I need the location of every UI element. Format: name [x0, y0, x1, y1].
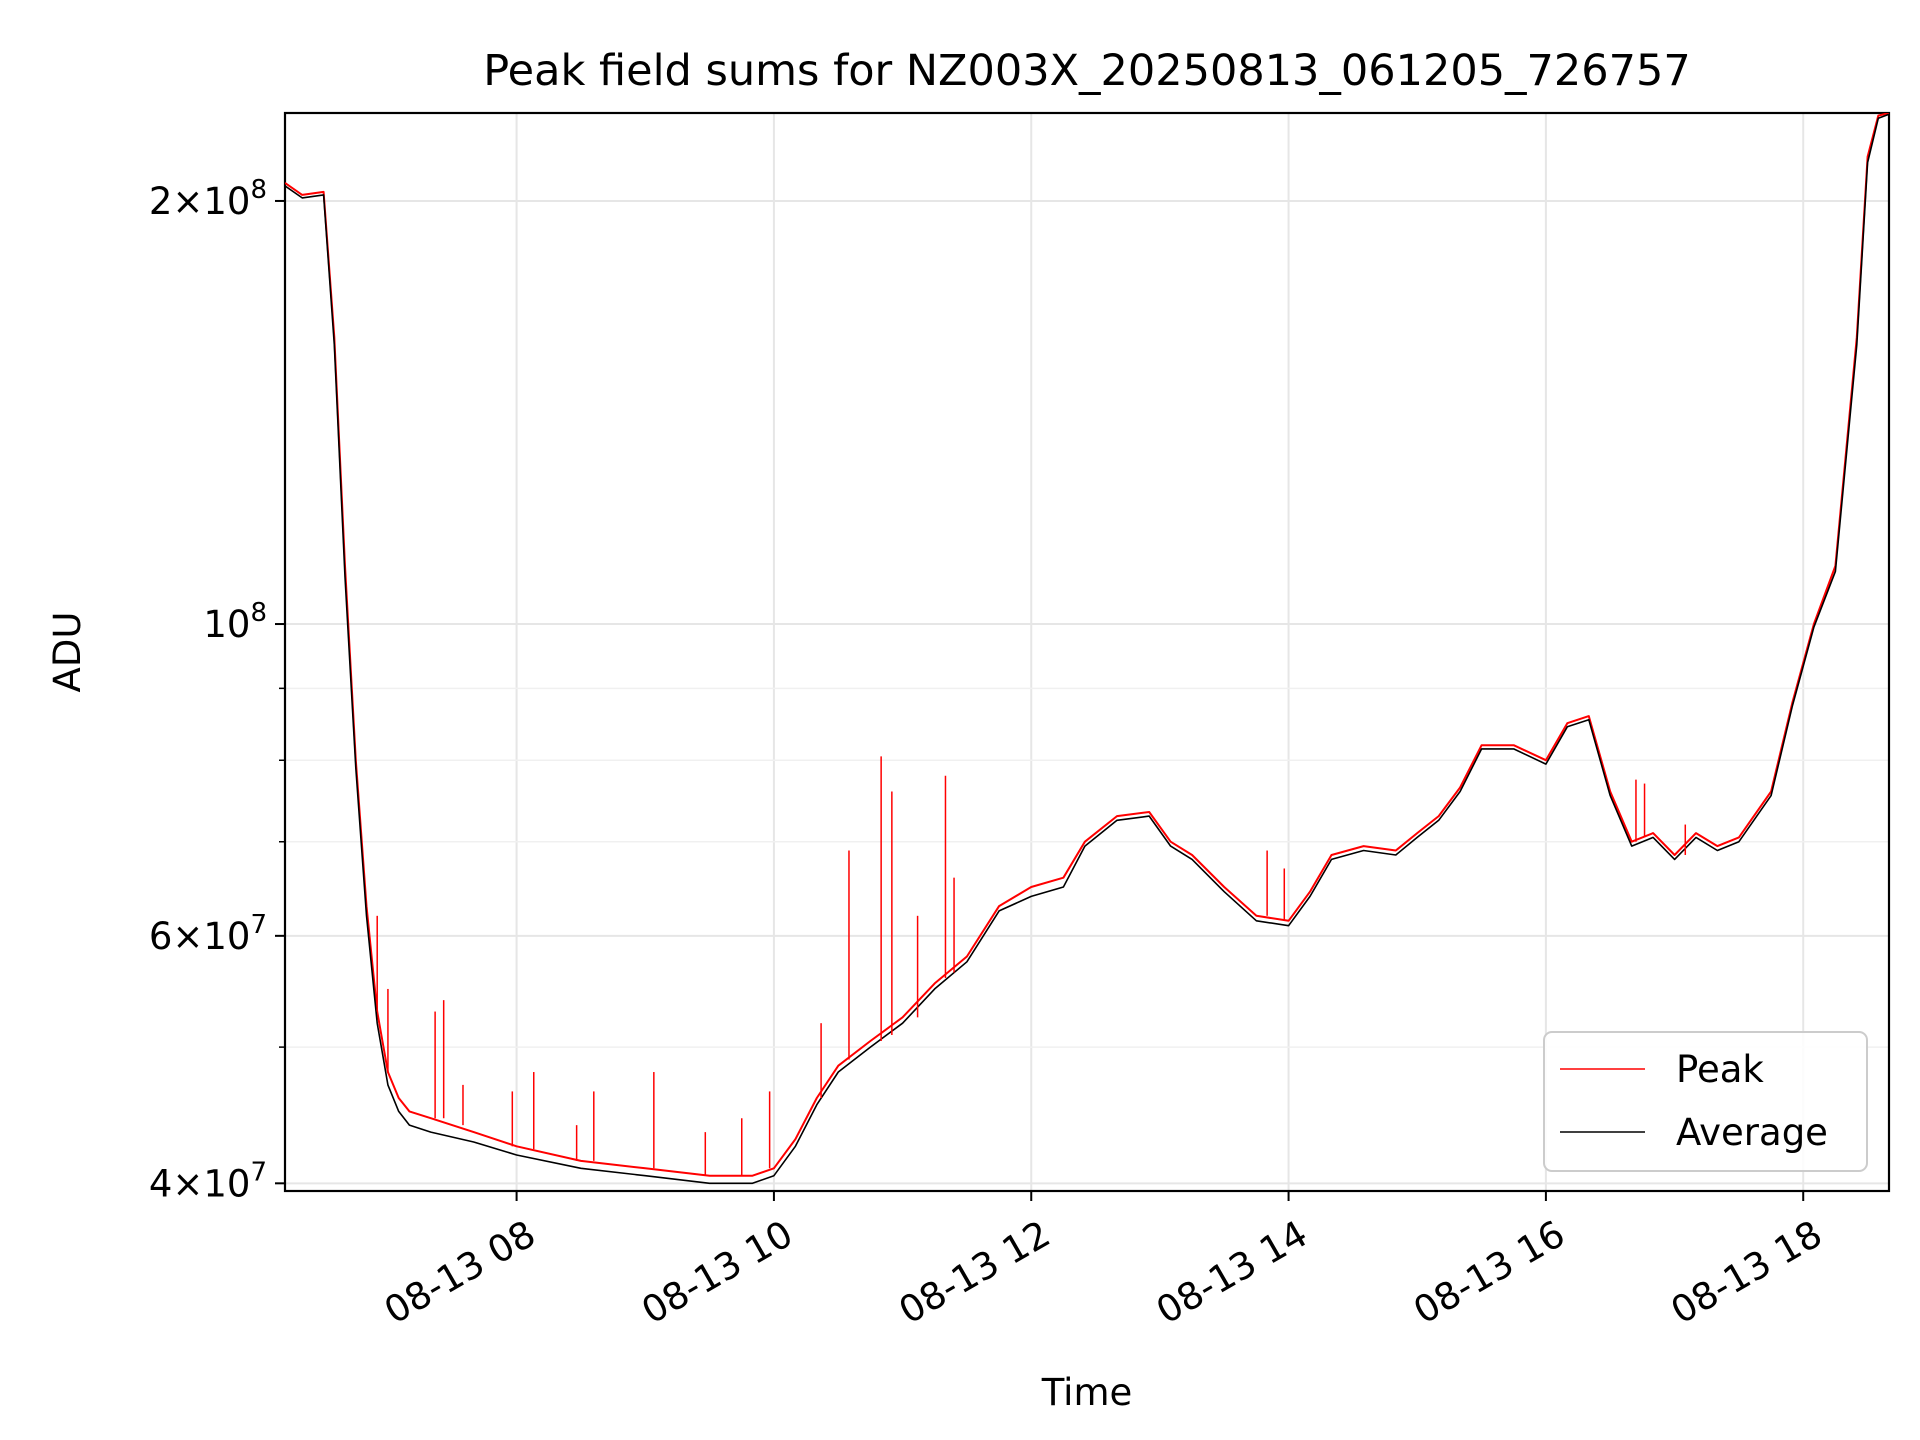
chart-title: Peak field sums for NZ003X_20250813_0612…: [483, 46, 1690, 96]
y-axis-label: ADU: [46, 612, 89, 693]
legend-label-average: Average: [1676, 1111, 1828, 1154]
y-tick-label: 6×107: [149, 910, 267, 958]
plot-area-frame: [283, 111, 1891, 1193]
grid-lines: [285, 113, 1889, 1191]
legend-label-peak: Peak: [1676, 1048, 1764, 1091]
legend-box: [1543, 1031, 1868, 1172]
y-tick-label: 108: [203, 598, 267, 646]
series-layer: [285, 113, 1889, 1185]
y-tick-label: 2×108: [149, 175, 267, 223]
legend: Peak Average: [1543, 1031, 1868, 1172]
x-axis-label: Time: [1041, 1371, 1133, 1414]
y-tick-label: 4×107: [149, 1157, 267, 1205]
